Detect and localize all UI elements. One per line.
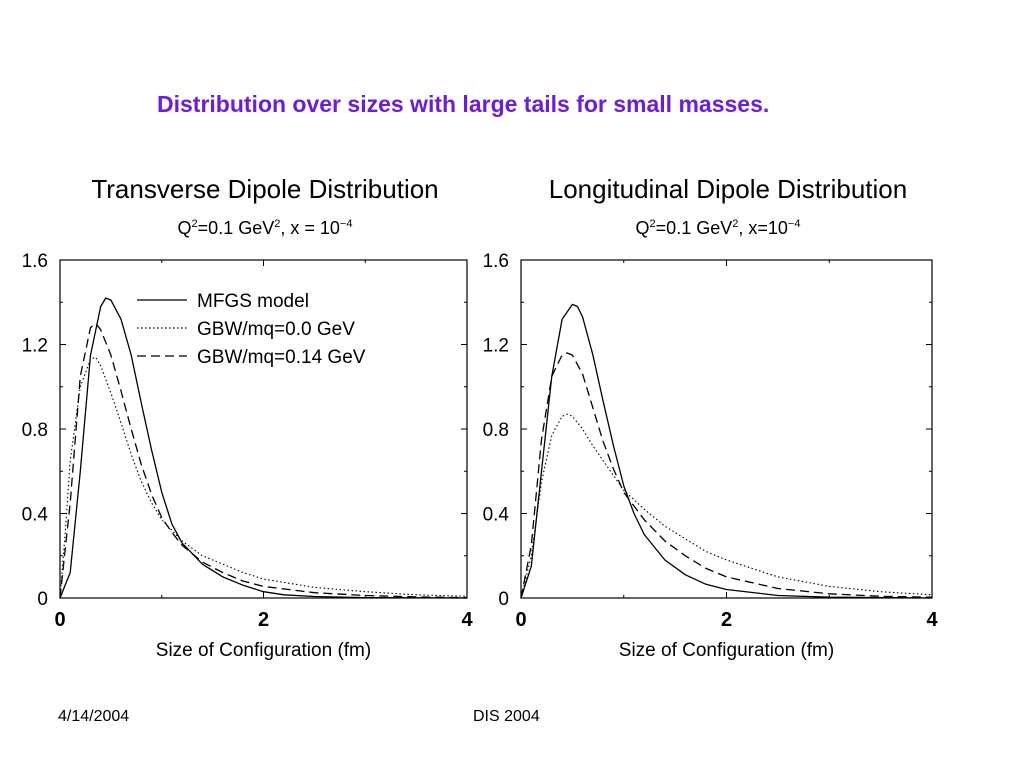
x-tick-label: 4 bbox=[926, 609, 938, 631]
footer-date: 4/14/2004 bbox=[58, 708, 130, 725]
y-tick-label: 1.6 bbox=[483, 251, 509, 272]
x-tick-label: 2 bbox=[258, 609, 269, 631]
slide-heading: Distribution over sizes with large tails… bbox=[157, 91, 770, 117]
y-tick-label: 0.4 bbox=[22, 505, 49, 526]
x-tick-label: 0 bbox=[54, 609, 65, 631]
series-line-dashed bbox=[520, 352, 933, 599]
y-tick-label: 1.2 bbox=[22, 336, 48, 357]
subtitle-gev-exp: 2 bbox=[274, 218, 281, 230]
legend-label: MFGS model bbox=[197, 291, 309, 312]
x-tick-label: 4 bbox=[461, 609, 473, 631]
subtitle-q-exp: 2 bbox=[191, 218, 198, 230]
series-line-dotted bbox=[520, 413, 933, 599]
subtitle-q: Q bbox=[177, 218, 192, 238]
x-axis-label: Size of Configuration (fm) bbox=[156, 640, 371, 661]
y-tick-label: 1.6 bbox=[22, 251, 48, 272]
x-axis-label: Size of Configuration (fm) bbox=[619, 640, 834, 661]
subtitle-mid: =0.1 GeV bbox=[197, 218, 275, 238]
y-tick-label: 0.8 bbox=[483, 420, 509, 441]
charts-canvas: 0 0.4 0.8 1.2 1.6 0 2 4 Size of Configuration (f… bbox=[22, 251, 939, 661]
legend-label: GBW/mq=0.14 GeV bbox=[197, 347, 366, 368]
y-tick-label: 0.8 bbox=[22, 420, 48, 441]
chart-subtitle-transverse: Q2=0.1 GeV2, x = 10−4 bbox=[40, 218, 490, 239]
series-line-dashed bbox=[59, 322, 468, 599]
subtitle-x: , x=10 bbox=[738, 218, 788, 238]
plot-frame bbox=[520, 259, 933, 599]
y-tick-label: 0.4 bbox=[483, 505, 510, 526]
series-line-solid bbox=[59, 297, 468, 599]
legend-label: GBW/mq=0.0 GeV bbox=[197, 319, 355, 340]
subtitle-gev-exp: 2 bbox=[732, 218, 739, 230]
y-tick-label: 1.2 bbox=[483, 336, 509, 357]
subtitle-q: Q bbox=[635, 218, 650, 238]
chart-title-longitudinal: Longitudinal Dipole Distribution bbox=[548, 174, 908, 204]
footer-title: DIS 2004 bbox=[473, 708, 540, 725]
subtitle-x-exp: −4 bbox=[787, 218, 801, 230]
series-line-dotted bbox=[59, 356, 468, 599]
chart-subtitle-longitudinal: Q2=0.1 GeV2, x=10−4 bbox=[493, 218, 943, 239]
y-tick-label: 0 bbox=[37, 589, 48, 610]
subtitle-x: , x = 10 bbox=[280, 218, 340, 238]
subtitle-x-exp: −4 bbox=[339, 218, 353, 230]
y-tick-label: 0 bbox=[498, 589, 509, 610]
subtitle-q-exp: 2 bbox=[649, 218, 656, 230]
subtitle-mid: =0.1 GeV bbox=[655, 218, 733, 238]
x-tick-label: 0 bbox=[515, 609, 526, 631]
series-line-solid bbox=[520, 303, 933, 599]
chart-title-transverse: Transverse Dipole Distribution bbox=[91, 174, 439, 204]
x-tick-label: 2 bbox=[721, 609, 732, 631]
